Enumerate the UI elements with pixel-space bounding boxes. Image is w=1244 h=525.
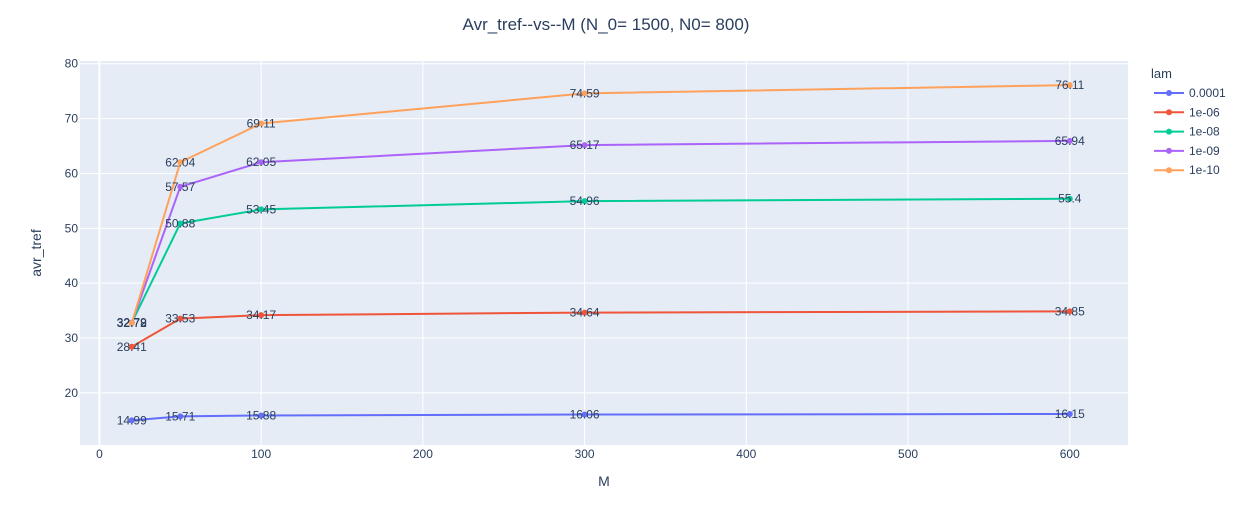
legend-item-0.0001[interactable]: 0.0001 xyxy=(1154,86,1226,100)
legend-label: 1e-10 xyxy=(1189,163,1220,177)
legend-swatch-marker xyxy=(1166,128,1172,135)
data-point xyxy=(258,312,265,319)
series-0.0001 xyxy=(128,411,1073,424)
data-label: 16.06 xyxy=(570,407,600,421)
data-label: 76.11 xyxy=(1055,78,1084,92)
legend-swatch-marker xyxy=(1166,167,1172,174)
y-tick-label: 60 xyxy=(65,166,79,180)
legend[interactable]: lam 0.0001 1e-06 1e-08 1e-09 1e-10 xyxy=(1151,66,1226,177)
legend-title: lam xyxy=(1151,66,1172,81)
y-tick-label: 20 xyxy=(65,386,79,400)
data-point xyxy=(581,411,588,418)
data-label: 65.94 xyxy=(1055,134,1085,148)
data-point xyxy=(258,159,265,166)
x-tick-label: 600 xyxy=(1060,447,1080,461)
legend-label: 1e-08 xyxy=(1189,125,1220,139)
data-point xyxy=(258,206,265,213)
legend-swatch-marker xyxy=(1166,147,1172,154)
plot-area xyxy=(80,61,1128,445)
legend-item-1e-08[interactable]: 1e-08 xyxy=(1154,125,1220,139)
x-tick-label: 300 xyxy=(575,447,595,461)
y-tick-label: 30 xyxy=(65,331,79,345)
data-point xyxy=(258,120,265,127)
axis-ticks: 0 100 200 300 400 500 600 20 30 40 50 60 70 80 xyxy=(65,57,1080,461)
data-point xyxy=(1066,137,1073,144)
legend-item-1e-10[interactable]: 1e-10 xyxy=(1154,163,1220,177)
legend-label: 1e-09 xyxy=(1189,144,1220,158)
data-point xyxy=(581,142,588,149)
x-tick-label: 400 xyxy=(736,447,756,461)
data-label: 69.11 xyxy=(247,116,276,130)
x-axis-title: M xyxy=(598,473,610,489)
data-label: 34.17 xyxy=(246,308,276,322)
data-label: 65.17 xyxy=(570,138,600,152)
legend-item-1e-06[interactable]: 1e-06 xyxy=(1154,105,1220,119)
data-label: 15.88 xyxy=(246,408,276,422)
grid xyxy=(80,61,1128,445)
y-tick-label: 80 xyxy=(65,57,79,71)
data-label: 53.45 xyxy=(246,202,276,216)
x-tick-label: 0 xyxy=(96,447,103,461)
data-label: 34.64 xyxy=(570,306,600,320)
series-group xyxy=(128,82,1073,424)
chart-title: Avr_tref--vs--M (N_0= 1500, N0= 800) xyxy=(463,15,750,34)
data-label: 32.79 xyxy=(117,316,147,330)
data-point xyxy=(177,220,184,227)
x-tick-label: 500 xyxy=(898,447,918,461)
legend-swatch-marker xyxy=(1166,109,1172,116)
data-point xyxy=(177,413,184,420)
legend-label: 0.0001 xyxy=(1189,86,1226,100)
data-point xyxy=(258,412,265,419)
data-point xyxy=(1066,195,1073,202)
data-label: 74.59 xyxy=(570,86,600,100)
data-label: 15.71 xyxy=(165,409,195,423)
data-label: 34.85 xyxy=(1055,304,1085,318)
data-point xyxy=(1066,82,1073,89)
series-1e-06 xyxy=(128,308,1073,350)
data-label: 50.88 xyxy=(165,216,195,230)
data-point xyxy=(581,309,588,316)
data-point xyxy=(128,417,135,424)
data-label: 57.57 xyxy=(165,180,195,194)
data-point xyxy=(581,198,588,205)
data-label: 32.72 xyxy=(117,316,147,330)
data-label: 14.99 xyxy=(117,413,147,427)
data-point xyxy=(177,159,184,166)
data-point xyxy=(1066,308,1073,315)
y-tick-label: 70 xyxy=(65,112,79,126)
y-tick-label: 50 xyxy=(65,221,79,235)
data-label: 33.53 xyxy=(165,312,195,326)
x-tick-label: 200 xyxy=(413,447,433,461)
data-point xyxy=(128,320,135,327)
data-point xyxy=(128,343,135,350)
data-label: 32.78 xyxy=(117,316,147,330)
legend-swatch-marker xyxy=(1166,90,1172,96)
data-label: 28.41 xyxy=(117,340,147,354)
y-tick-label: 40 xyxy=(65,276,79,290)
data-label: 16.15 xyxy=(1055,407,1085,421)
legend-label: 1e-06 xyxy=(1189,105,1220,119)
data-point xyxy=(1066,411,1073,418)
data-point xyxy=(177,315,184,322)
legend-item-1e-09[interactable]: 1e-09 xyxy=(1154,144,1220,158)
data-label: 55.4 xyxy=(1058,192,1082,206)
data-point xyxy=(177,183,184,190)
data-point xyxy=(581,90,588,97)
y-axis-title: avr_tref xyxy=(28,229,44,277)
data-labels: 14.99 15.71 15.88 16.06 16.15 28.41 33.53 34.17… xyxy=(117,78,1085,427)
data-label: 62.04 xyxy=(165,155,195,169)
data-label: 54.96 xyxy=(570,194,600,208)
x-tick-label: 100 xyxy=(251,447,271,461)
data-label: 62.05 xyxy=(246,155,276,169)
series-1e-10 xyxy=(128,82,1073,327)
